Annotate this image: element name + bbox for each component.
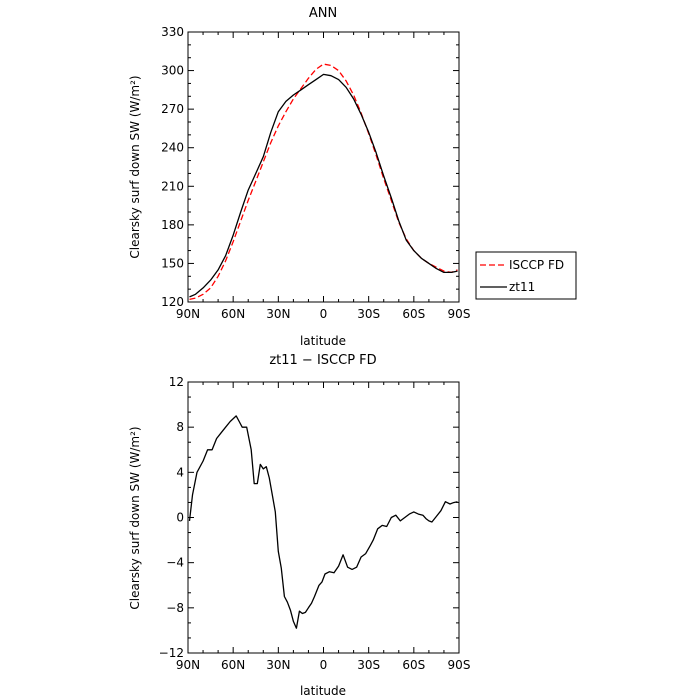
top-x-tick-label: 30S xyxy=(357,307,380,321)
bottom-x-tick-label: 30S xyxy=(357,658,380,672)
legend-label-isccp-fd: ISCCP FD xyxy=(509,258,564,272)
legend-label-zt11: zt11 xyxy=(509,280,535,294)
top-x-tick-label: 60S xyxy=(402,307,425,321)
top-series-line-zt11 xyxy=(189,73,458,298)
top-y-tick-label: 300 xyxy=(161,64,184,78)
top-chart-ylabel: Clearsky surf down SW (W/m²) xyxy=(128,75,142,258)
top-y-tick-label: 270 xyxy=(161,102,184,116)
bottom-y-tick-label: −12 xyxy=(159,646,184,660)
top-chart-legend: ISCCP FD zt11 xyxy=(475,251,577,300)
bottom-y-tick-label: −4 xyxy=(166,556,184,570)
bottom-y-tick-label: 4 xyxy=(176,465,184,479)
top-x-tick-label: 90N xyxy=(176,307,200,321)
bottom-x-tick-label: 90N xyxy=(176,658,200,672)
top-chart: ANN 90N 60N 30N 0 30S 60S 90S 120 150 180 210 240 27… xyxy=(128,6,577,348)
bottom-y-tick-label: 12 xyxy=(169,375,184,389)
top-x-tick-label: 30N xyxy=(266,307,290,321)
top-y-tick-label: 180 xyxy=(161,218,184,232)
bottom-y-tick-label: 8 xyxy=(176,420,184,434)
top-y-tick-label: 210 xyxy=(161,179,184,193)
bottom-x-tick-label: 60S xyxy=(402,658,425,672)
bottom-chart: zt11 − ISCCP FD 90N 60N 30N 0 30S 60S 90S −12 −8… xyxy=(128,353,470,698)
bottom-x-tick-label: 30N xyxy=(266,658,290,672)
top-y-tick-label: 330 xyxy=(161,25,184,39)
top-chart-plot-frame xyxy=(187,31,460,303)
top-y-tick-label: 240 xyxy=(161,141,184,155)
top-x-tick-label: 60N xyxy=(221,307,245,321)
bottom-x-tick-label: 60N xyxy=(221,658,245,672)
legend-box xyxy=(475,251,577,300)
top-x-tick-label: 90S xyxy=(448,307,471,321)
top-x-tick-label: 0 xyxy=(320,307,328,321)
top-chart-series xyxy=(189,63,458,301)
top-chart-xlabel: latitude xyxy=(300,334,346,348)
bottom-chart-ticks: 90N 60N 30N 0 30S 60S 90S −12 −8 −4 0 4 8 12 xyxy=(159,375,471,672)
top-y-tick-label: 120 xyxy=(161,295,184,309)
bottom-chart-ylabel: Clearsky surf down SW (W/m²) xyxy=(128,426,142,609)
bottom-y-tick-label: −8 xyxy=(166,601,184,615)
bottom-x-tick-label: 90S xyxy=(448,658,471,672)
bottom-chart-title: zt11 − ISCCP FD xyxy=(269,353,376,368)
top-chart-title: ANN xyxy=(309,6,337,21)
top-series-line-isccp-fd xyxy=(189,63,458,301)
bottom-x-tick-label: 0 xyxy=(320,658,328,672)
bottom-y-tick-label: 0 xyxy=(176,511,184,525)
top-y-tick-label: 150 xyxy=(161,256,184,270)
bottom-chart-series xyxy=(188,415,458,629)
top-chart-ticks: 90N 60N 30N 0 30S 60S 90S 120 150 180 210 240 270 300… xyxy=(161,25,470,321)
bottom-chart-xlabel: latitude xyxy=(300,684,346,698)
bottom-series-line-difference xyxy=(188,415,458,629)
